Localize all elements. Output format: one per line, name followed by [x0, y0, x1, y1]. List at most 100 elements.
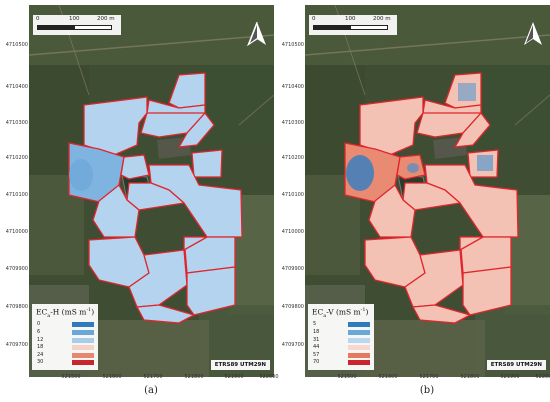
- field-polygon: [416, 112, 482, 138]
- legend-swatch: [348, 352, 370, 358]
- legend-title: ECa-H (mS m-1): [36, 307, 95, 320]
- y-tick-label: 4709700: [5, 342, 28, 348]
- x-tick-label: 521900: [224, 374, 244, 380]
- field-polygon: [191, 149, 223, 178]
- crs-label: ETRS89 UTM29N: [486, 360, 546, 370]
- x-tick-label: 522000: [535, 374, 550, 380]
- legend-swatch: [348, 330, 370, 336]
- y-tick-label: 4709900: [5, 266, 28, 272]
- legend-swatch: [72, 360, 94, 366]
- legend-swatch: [72, 322, 94, 328]
- map-panel-a: 0 100 200 m ECa-H (mS m-1) 0 6 12 18 24 30 ET…: [29, 5, 274, 377]
- legend-row: 44: [312, 344, 371, 352]
- scale-label-200: 200 m: [373, 16, 391, 22]
- legend-row: 5: [312, 321, 371, 329]
- legend-row: 6: [36, 329, 95, 337]
- field-polygon: [178, 112, 215, 148]
- x-tick-label: 521700: [419, 374, 439, 380]
- legend-value: 70: [313, 359, 320, 366]
- y-tick-label: 4710500: [281, 42, 304, 48]
- y-tick-label: 4710100: [281, 192, 304, 198]
- legend-row: 70: [312, 359, 371, 367]
- legend: ECa-H (mS m-1) 0 6 12 18 24 30: [32, 304, 98, 370]
- field-polygon: [462, 266, 512, 316]
- field-polygon: [459, 236, 484, 251]
- y-tick-label: 4710400: [5, 84, 28, 90]
- x-tick-label: 521700: [143, 374, 163, 380]
- scale-bar: 0 100 200 m: [33, 15, 121, 35]
- scale-label-100: 100: [69, 16, 80, 22]
- north-arrow-icon: [524, 22, 542, 45]
- field-polygon: [183, 236, 208, 251]
- legend-swatch: [72, 352, 94, 358]
- legend-row: 30: [36, 359, 95, 367]
- field-polygon: [454, 112, 491, 148]
- legend-swatch: [72, 337, 94, 343]
- legend-row: 0: [36, 321, 95, 329]
- legend-value: 24: [37, 351, 44, 358]
- scale-label-100: 100: [345, 16, 356, 22]
- legend-row: 24: [36, 352, 95, 360]
- y-tick-label: 4710300: [5, 120, 28, 126]
- legend-value: 6: [37, 329, 41, 336]
- y-tick-label: 4710500: [5, 42, 28, 48]
- legend-value: 44: [313, 344, 320, 351]
- x-tick-label: 521500: [61, 374, 81, 380]
- y-tick-label: 4709800: [281, 304, 304, 310]
- legend-value: 18: [313, 329, 320, 336]
- field-polygon: [368, 184, 416, 238]
- x-tick-label: 521500: [337, 374, 357, 380]
- legend-row: 18: [36, 344, 95, 352]
- y-tick-label: 4709800: [5, 304, 28, 310]
- y-tick-label: 4710200: [5, 155, 28, 161]
- legend-swatch: [348, 337, 370, 343]
- field-polygon: [92, 184, 140, 238]
- scale-bar: 0 100 200 m: [309, 15, 397, 35]
- field-polygon: [140, 112, 206, 138]
- x-tick-label: 521600: [102, 374, 122, 380]
- legend: ECa-V (mS m-1) 5 18 31 44 57 70: [308, 304, 374, 370]
- legend-rows: 0 6 12 18 24 30: [36, 321, 95, 367]
- x-tick-label: 521600: [378, 374, 398, 380]
- y-tick-label: 4709700: [281, 342, 304, 348]
- legend-swatch: [348, 345, 370, 351]
- legend-title: ECa-V (mS m-1): [312, 307, 369, 320]
- y-tick-label: 4709900: [281, 266, 304, 272]
- legend-rows: 5 18 31 44 57 70: [312, 321, 371, 367]
- legend-swatch: [72, 330, 94, 336]
- field-polygon: [412, 304, 471, 324]
- caption-b: (b): [419, 385, 435, 396]
- legend-row: 31: [312, 337, 371, 345]
- legend-value: 12: [37, 336, 44, 343]
- legend-value: 5: [313, 321, 317, 328]
- legend-row: 57: [312, 352, 371, 360]
- scale-label-0: 0: [312, 16, 316, 22]
- y-tick-label: 4710300: [281, 120, 304, 126]
- x-tick-label: 521800: [460, 374, 480, 380]
- legend-swatch: [348, 322, 370, 328]
- x-tick-label: 522000: [259, 374, 279, 380]
- y-tick-label: 4710200: [281, 155, 304, 161]
- map-panel-b: 0 100 200 m ECa-V (mS m-1) 5 18 31 44 57 70 E…: [305, 5, 550, 377]
- legend-row: 12: [36, 337, 95, 345]
- field-polygon: [186, 266, 236, 316]
- y-tick-label: 4710000: [5, 229, 28, 235]
- field-polygon: [136, 304, 195, 324]
- x-tick-label: 521900: [500, 374, 520, 380]
- legend-value: 0: [37, 321, 41, 328]
- legend-value: 30: [37, 359, 44, 366]
- legend-row: 18: [312, 329, 371, 337]
- scale-label-0: 0: [36, 16, 40, 22]
- north-arrow-icon: [246, 21, 266, 47]
- field-polygon: [120, 154, 150, 180]
- caption-a: (a): [144, 385, 158, 396]
- y-tick-label: 4710400: [281, 84, 304, 90]
- x-tick-label: 521800: [184, 374, 204, 380]
- legend-swatch: [72, 345, 94, 351]
- crs-label: ETRS89 UTM29N: [210, 360, 270, 370]
- scale-label-200: 200 m: [97, 16, 115, 22]
- y-tick-label: 4710100: [5, 192, 28, 198]
- legend-value: 57: [313, 351, 320, 358]
- y-tick-label: 4710000: [281, 229, 304, 235]
- legend-value: 18: [37, 344, 44, 351]
